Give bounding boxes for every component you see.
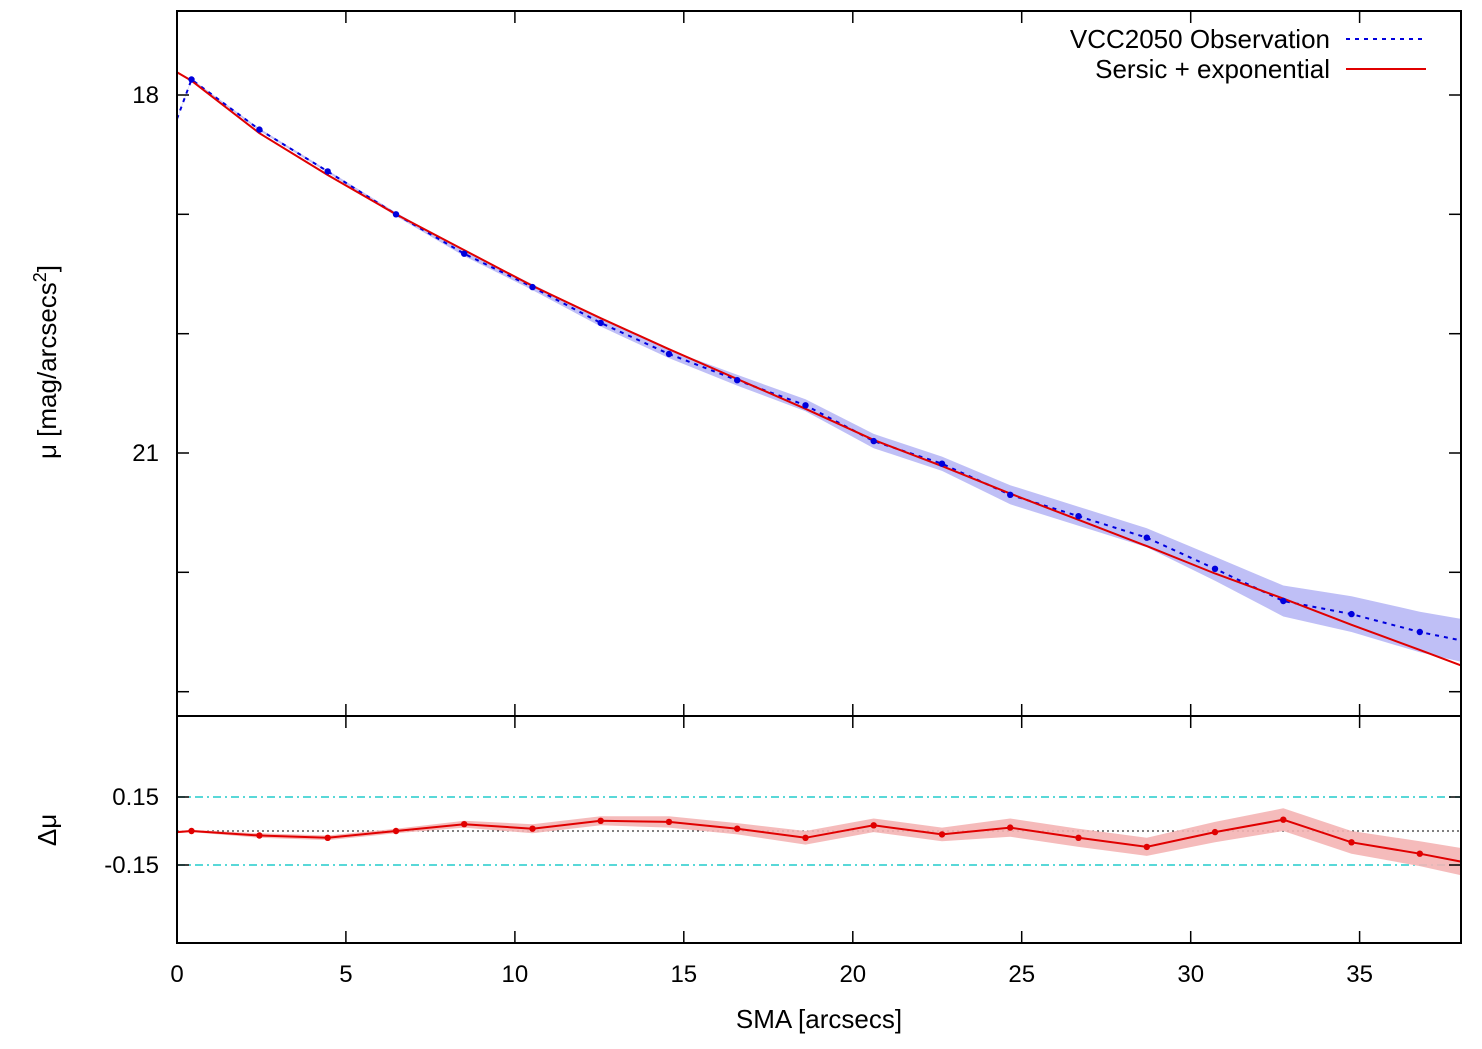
- x-tick-label: 10: [502, 961, 529, 988]
- legend-label-model: Sersic + exponential: [1095, 54, 1330, 84]
- residual-point: [1143, 843, 1151, 851]
- main-ticks: [176, 11, 1461, 716]
- x-tick-label: 25: [1008, 961, 1035, 988]
- legend-label-observation: VCC2050 Observation: [1070, 24, 1330, 54]
- x-tick-labels: 0 5 10 15 20 25 30 35: [170, 961, 1373, 988]
- x-tick-label: 0: [170, 961, 183, 988]
- x-tick-label: 15: [670, 961, 697, 988]
- observation-point: [529, 283, 536, 291]
- observation-error-band: [177, 78, 1461, 662]
- observation-point: [461, 250, 468, 257]
- x-tick-label: 20: [839, 961, 866, 988]
- residual-points: [188, 816, 1424, 857]
- observation-point: [1075, 513, 1082, 520]
- residual-point: [392, 827, 400, 835]
- observation-point: [597, 319, 604, 327]
- residual-point: [188, 827, 195, 835]
- y-tick-label-main: 21: [132, 440, 159, 467]
- residual-point: [1416, 850, 1424, 857]
- observation-point: [188, 76, 195, 83]
- y-tick-labels: 18 21 0.15 -0.15: [104, 82, 159, 879]
- observation-point: [324, 168, 331, 175]
- y-axis-label-text: μ [mag/arcsecs: [32, 282, 62, 459]
- residual-point: [1007, 824, 1014, 831]
- residual-point: [665, 818, 673, 826]
- residual-point: [324, 834, 331, 841]
- observation-point: [734, 377, 741, 384]
- y-tick-label-main: 18: [132, 82, 159, 109]
- y-axis-label-close: ]: [32, 265, 62, 272]
- y-axis-label-residual: Δμ: [32, 814, 62, 846]
- main-points: [188, 76, 1424, 636]
- residual-panel: [176, 716, 1462, 943]
- observation-point: [802, 402, 809, 409]
- model-line: [176, 71, 1462, 667]
- residual-point: [802, 834, 809, 841]
- x-axis-label: SMA [arcsecs]: [736, 1004, 902, 1034]
- residual-point: [938, 831, 946, 838]
- main-error-bands: [177, 78, 1461, 662]
- observation-point: [938, 460, 946, 467]
- y-tick-label-residual: -0.15: [104, 852, 159, 879]
- residual-point: [529, 825, 536, 832]
- observation-point: [1416, 628, 1424, 636]
- observation-point: [870, 437, 877, 445]
- residual-error-band: [177, 808, 1461, 876]
- residual-point: [461, 821, 468, 828]
- observation-point: [256, 126, 263, 133]
- observation-point: [1211, 565, 1219, 572]
- observation-point: [392, 211, 400, 218]
- observation-point: [1143, 534, 1151, 541]
- observation-point: [1280, 597, 1287, 605]
- residual-point: [1211, 828, 1219, 836]
- residual-point: [1075, 834, 1082, 841]
- x-tick-label: 5: [339, 961, 352, 988]
- observation-point: [665, 350, 673, 358]
- residual-point: [256, 832, 263, 839]
- residual-error-bands: [177, 808, 1461, 876]
- residual-point: [597, 817, 604, 824]
- x-tick-label: 30: [1177, 961, 1204, 988]
- x-tick-label: 35: [1346, 961, 1373, 988]
- main-panel: [176, 11, 1462, 716]
- residual-plot-frame: [176, 715, 1462, 944]
- legend: VCC2050 Observation Sersic + exponential: [1070, 24, 1426, 84]
- residual-point: [1348, 839, 1355, 846]
- residual-point: [1280, 816, 1287, 823]
- observation-point: [1007, 491, 1014, 498]
- residual-ticks: [176, 716, 1461, 943]
- residual-point: [734, 825, 741, 832]
- observation-point: [1348, 610, 1355, 618]
- y-axis-label-main: μ [mag/arcsecs2]: [30, 265, 62, 459]
- y-tick-label-residual: 0.15: [112, 784, 159, 811]
- y-axis-label-superscript: 2: [30, 272, 50, 282]
- residual-point: [870, 822, 877, 829]
